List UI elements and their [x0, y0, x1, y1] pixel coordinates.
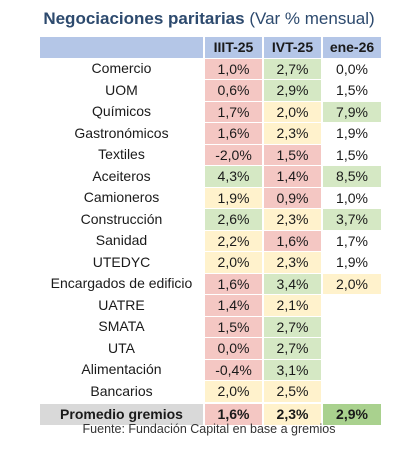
- value-cell: [321, 337, 381, 359]
- table-title: Negociaciones paritarias (Var % mensual): [0, 8, 418, 30]
- table-body: Comercio 1,0% 2,7% 0,0% UOM 0,6% 2,9% 1,5% Quími…: [40, 57, 381, 425]
- header-row: IIIT-25 IVT-25 ene-26: [40, 37, 381, 58]
- value-cell: 7,9%: [321, 100, 381, 122]
- value-cell: 0,0%: [203, 337, 262, 359]
- row-label: UOM: [105, 81, 138, 98]
- value-cell: 1,7%: [321, 229, 381, 251]
- table-row: Textiles -2,0% 1,5% 1,5%: [40, 143, 381, 165]
- value-cell: [321, 315, 381, 337]
- table-row: Bancarios 2,0% 2,5%: [40, 380, 381, 402]
- value-cell: 2,0%: [262, 100, 321, 122]
- value-cell: 2,7%: [262, 337, 321, 359]
- row-label: Gastronómicos: [74, 124, 169, 141]
- table-row: Sanidad 2,2% 1,6% 1,7%: [40, 229, 381, 251]
- value-cell: 0,0%: [321, 57, 381, 79]
- table-row: Aceiteros 4,3% 1,4% 8,5%: [40, 165, 381, 187]
- value-cell: 1,6%: [203, 122, 262, 144]
- wage-negotiations-table: IIIT-25 IVT-25 ene-26 Comercio 1,0% 2,7% 0,…: [40, 37, 381, 425]
- value-cell: 0,6%: [203, 79, 262, 101]
- table-row: UOM 0,6% 2,9% 1,5%: [40, 79, 381, 101]
- value-cell: 1,5%: [262, 143, 321, 165]
- table-row: UTA 0,0% 2,7%: [40, 337, 381, 359]
- row-label: UTEDYC: [92, 253, 151, 270]
- value-cell: 1,9%: [321, 122, 381, 144]
- row-label: Textiles: [98, 146, 145, 162]
- row-label: Sanidad: [95, 232, 148, 248]
- table-row: SMATA 1,5% 2,7%: [40, 315, 381, 337]
- value-cell: 1,9%: [321, 251, 381, 273]
- value-cell: 3,4%: [262, 272, 321, 294]
- value-cell: 1,6%: [203, 272, 262, 294]
- row-label: Bancarios: [90, 382, 153, 399]
- table-row: Químicos 1,7% 2,0% 7,9%: [40, 100, 381, 122]
- row-label: UTA: [108, 339, 135, 356]
- value-cell: 2,0%: [203, 380, 262, 402]
- value-cell: 1,7%: [203, 100, 262, 122]
- value-cell: 1,4%: [203, 294, 262, 316]
- value-cell: 2,9%: [262, 79, 321, 101]
- value-cell: [321, 294, 381, 316]
- row-label: UATRE: [98, 296, 145, 313]
- average-value-cell: 1,6%: [203, 401, 262, 425]
- column-header: IIIT-25: [203, 37, 262, 58]
- average-value-cell: 2,3%: [262, 401, 321, 425]
- value-cell: [321, 380, 381, 402]
- row-label: Químicos: [91, 103, 152, 119]
- value-cell: 2,1%: [262, 294, 321, 316]
- value-cell: -0,4%: [203, 358, 262, 380]
- value-cell: -2,0%: [203, 143, 262, 165]
- value-cell: 1,0%: [203, 57, 262, 79]
- row-label: Comercio: [91, 60, 152, 76]
- value-cell: 1,4%: [262, 165, 321, 187]
- average-value-cell: 2,9%: [321, 401, 381, 425]
- value-cell: 2,5%: [262, 380, 321, 402]
- value-cell: 2,3%: [262, 122, 321, 144]
- value-cell: 1,5%: [203, 315, 262, 337]
- column-header: IVT-25: [262, 37, 321, 58]
- table-row: Construcción 2,6% 2,3% 3,7%: [40, 208, 381, 230]
- table-row: Encargados de edificio 1,6% 3,4% 2,0%: [40, 272, 381, 294]
- row-label: Alimentación: [81, 361, 162, 377]
- value-cell: 2,7%: [262, 315, 321, 337]
- value-cell: 2,3%: [262, 208, 321, 230]
- row-label: Encargados de edificio: [50, 275, 193, 291]
- table-row: Gastronómicos 1,6% 2,3% 1,9%: [40, 122, 381, 144]
- value-cell: 1,5%: [321, 143, 381, 165]
- table-title-sub: (Var % mensual): [249, 9, 375, 28]
- table-row: UTEDYC 2,0% 2,3% 1,9%: [40, 251, 381, 273]
- value-cell: 1,6%: [262, 229, 321, 251]
- table-row: Alimentación -0,4% 3,1%: [40, 358, 381, 380]
- value-cell: 1,5%: [321, 79, 381, 101]
- table-row: UATRE 1,4% 2,1%: [40, 294, 381, 316]
- value-cell: 2,2%: [203, 229, 262, 251]
- row-label: SMATA: [98, 318, 145, 334]
- average-label: Promedio gremios: [40, 401, 203, 425]
- value-cell: 2,0%: [203, 251, 262, 273]
- value-cell: 2,3%: [262, 251, 321, 273]
- source-note: Fuente: Fundación Capital en base a grem…: [82, 422, 336, 436]
- row-label: Construcción: [80, 210, 163, 227]
- value-cell: 0,9%: [262, 186, 321, 208]
- value-cell: 2,0%: [321, 272, 381, 294]
- value-cell: 1,9%: [203, 186, 262, 208]
- value-cell: 1,0%: [321, 186, 381, 208]
- table-row: Comercio 1,0% 2,7% 0,0%: [40, 57, 381, 79]
- value-cell: 2,6%: [203, 208, 262, 230]
- value-cell: 3,7%: [321, 208, 381, 230]
- average-row: Promedio gremios 1,6% 2,3% 2,9%: [40, 401, 381, 425]
- value-cell: 8,5%: [321, 165, 381, 187]
- value-cell: 4,3%: [203, 165, 262, 187]
- row-label: Aceiteros: [92, 167, 151, 184]
- value-cell: [321, 358, 381, 380]
- header-blank-cell: [40, 37, 203, 58]
- value-cell: 3,1%: [262, 358, 321, 380]
- value-cell: 2,7%: [262, 57, 321, 79]
- row-label: Camioneros: [83, 189, 160, 205]
- table-title-main: Negociaciones paritarias: [43, 9, 245, 28]
- table-row: Camioneros 1,9% 0,9% 1,0%: [40, 186, 381, 208]
- column-header: ene-26: [321, 37, 381, 58]
